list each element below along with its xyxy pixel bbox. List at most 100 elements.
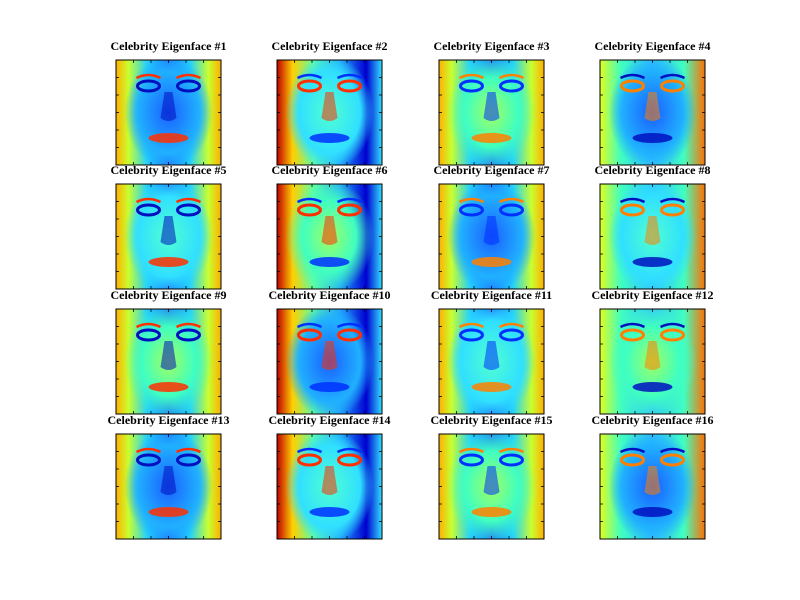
panel-title: Celebrity Eigenface #7 — [434, 163, 550, 177]
nose — [321, 216, 338, 245]
panel: Celebrity Eigenface #16 — [592, 413, 713, 540]
eye — [459, 203, 484, 217]
mouth — [148, 507, 189, 517]
eigenface-image — [277, 434, 382, 539]
brow — [296, 447, 323, 454]
brow — [659, 447, 686, 454]
nose — [321, 341, 338, 370]
mouth — [148, 382, 189, 392]
eye — [620, 453, 645, 467]
eye — [620, 79, 645, 93]
mouth — [309, 257, 350, 267]
panel-title: Celebrity Eigenface #10 — [269, 288, 391, 302]
eye — [176, 79, 201, 93]
eye — [499, 79, 524, 93]
panel: Celebrity Eigenface #2 — [272, 39, 387, 166]
mouth — [632, 133, 673, 143]
mouth — [309, 382, 350, 392]
panel: Celebrity Eigenface #6 — [272, 163, 388, 290]
eigenface-image — [439, 184, 544, 289]
panel-title: Celebrity Eigenface #5 — [111, 163, 227, 177]
panel: Celebrity Eigenface #10 — [269, 288, 391, 415]
brow — [336, 73, 363, 80]
eye — [499, 453, 524, 467]
eye — [337, 328, 362, 342]
nose — [644, 92, 661, 121]
eigenface-image — [600, 309, 705, 414]
eye — [136, 203, 161, 217]
panel-title: Celebrity Eigenface #3 — [434, 39, 550, 53]
panel-title: Celebrity Eigenface #14 — [269, 413, 391, 427]
eigenface-image — [116, 434, 221, 539]
brow — [135, 322, 162, 329]
eye — [499, 328, 524, 342]
brow — [175, 73, 202, 80]
nose — [644, 466, 661, 495]
mouth — [632, 257, 673, 267]
mouth — [632, 507, 673, 517]
mouth — [471, 507, 512, 517]
eigenface-image — [439, 60, 544, 165]
eye — [459, 453, 484, 467]
eigenface-image — [277, 60, 382, 165]
brow — [175, 322, 202, 329]
eye — [620, 328, 645, 342]
nose — [483, 341, 500, 370]
panel-title: Celebrity Eigenface #11 — [431, 288, 552, 302]
brow — [458, 73, 485, 80]
brow — [458, 322, 485, 329]
nose — [483, 216, 500, 245]
nose — [644, 341, 661, 370]
brow — [619, 447, 646, 454]
brow — [336, 322, 363, 329]
brow — [619, 322, 646, 329]
eye — [297, 79, 322, 93]
panel-title: Celebrity Eigenface #4 — [595, 39, 711, 53]
brow — [619, 73, 646, 80]
eye — [297, 453, 322, 467]
eye — [337, 79, 362, 93]
panel: Celebrity Eigenface #14 — [269, 413, 391, 540]
panel-title: Celebrity Eigenface #6 — [272, 163, 388, 177]
brow — [659, 322, 686, 329]
mouth — [309, 507, 350, 517]
eye — [660, 328, 685, 342]
nose — [160, 92, 177, 121]
eye — [337, 203, 362, 217]
eye — [620, 203, 645, 217]
eigenface-image — [439, 434, 544, 539]
eye — [136, 328, 161, 342]
nose — [321, 92, 338, 121]
eigenface-image — [600, 434, 705, 539]
nose — [644, 216, 661, 245]
brow — [458, 197, 485, 204]
eigenface-image — [600, 60, 705, 165]
brow — [498, 322, 525, 329]
brow — [135, 73, 162, 80]
eye — [499, 203, 524, 217]
mouth — [471, 382, 512, 392]
brow — [135, 197, 162, 204]
panel-title: Celebrity Eigenface #8 — [595, 163, 711, 177]
nose — [321, 466, 338, 495]
eigenface-image — [116, 309, 221, 414]
brow — [458, 447, 485, 454]
panel: Celebrity Eigenface #7 — [434, 163, 550, 290]
mouth — [148, 133, 189, 143]
brow — [498, 73, 525, 80]
eye — [660, 203, 685, 217]
eigenface-image — [439, 309, 544, 414]
nose — [160, 341, 177, 370]
brow — [659, 197, 686, 204]
panel: Celebrity Eigenface #4 — [595, 39, 711, 166]
eigenface-image — [116, 60, 221, 165]
brow — [175, 447, 202, 454]
mouth — [471, 257, 512, 267]
eye — [176, 328, 201, 342]
panel: Celebrity Eigenface #3 — [434, 39, 550, 166]
panel-title: Celebrity Eigenface #12 — [592, 288, 714, 302]
brow — [336, 447, 363, 454]
panel: Celebrity Eigenface #5 — [111, 163, 227, 290]
